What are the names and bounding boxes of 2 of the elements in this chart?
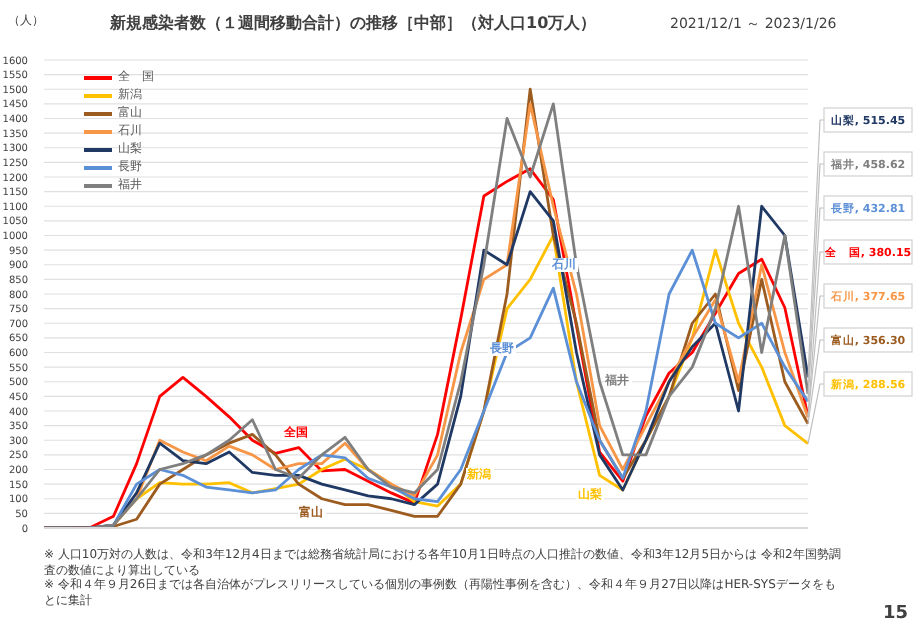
text: 15 xyxy=(882,604,908,624)
chart-title: 新規感染者数（１週間移動合計）の推移［中部］（対人口10万人） xyxy=(110,12,597,34)
